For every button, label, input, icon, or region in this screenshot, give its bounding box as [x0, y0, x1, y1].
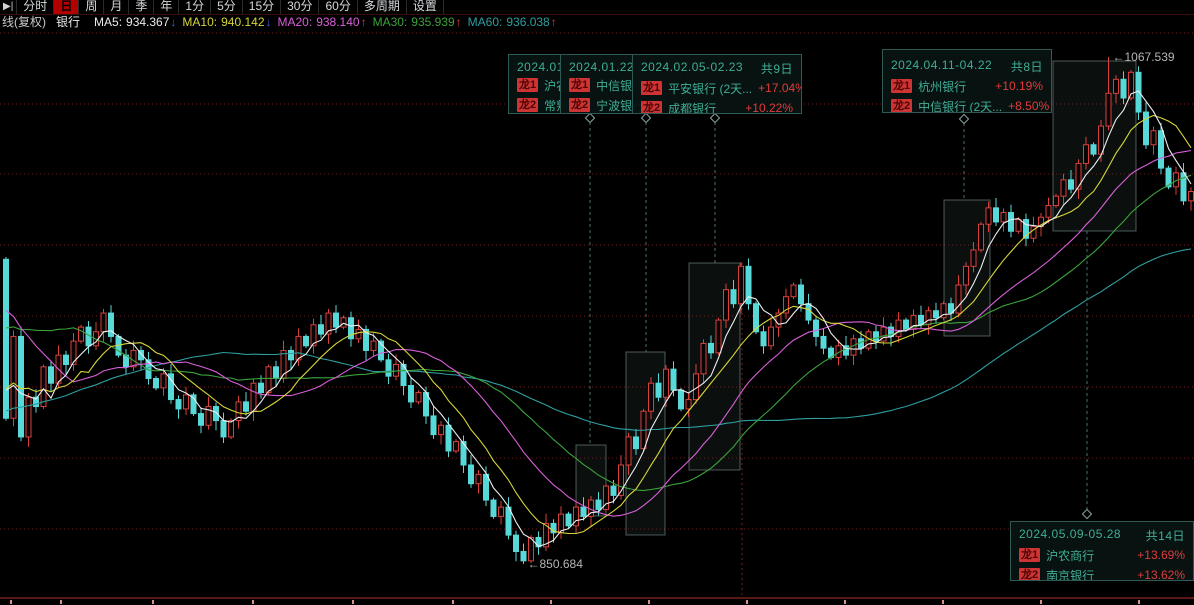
ma5-line	[5, 90, 1192, 548]
leader1-badge: 龙1	[641, 81, 663, 95]
symbol-name: 银行	[56, 15, 81, 29]
time-axis	[0, 597, 1194, 604]
leader2-badge: 龙2	[891, 99, 913, 112]
tab-60min[interactable]: 60分	[319, 0, 358, 14]
tab-intraday[interactable]: 分时	[17, 0, 55, 14]
tab-15min[interactable]: 15分	[243, 0, 282, 14]
ma10-line	[5, 114, 1192, 535]
price-extreme-labels: ←1067.539 ←850.684	[528, 50, 1175, 571]
callout-feb: 2024.02.05-02.23 共9日 龙1 平安银行 (2天... +17.04%…	[632, 54, 802, 114]
ma60-line	[5, 248, 1192, 431]
leader1-badge: 龙1	[517, 78, 539, 92]
high-price-label: ←1067.539	[1113, 50, 1175, 64]
anchor-diamond-icon	[1081, 508, 1093, 520]
callout-date-range: 2024.04.11-04.22	[891, 58, 993, 72]
ma30-readout: MA30: 935.939	[372, 15, 455, 29]
anchor-diamond-icon	[958, 113, 970, 125]
callout-date-range: 2024.01.22-0	[569, 60, 646, 74]
tab-monthly[interactable]: 月	[104, 0, 130, 14]
collapse-panel-icon[interactable]: ▶|	[0, 0, 18, 14]
leader2-name: 南京银行	[1046, 568, 1095, 581]
ma10-readout: MA10: 940.142	[182, 15, 265, 29]
leader2-change: +8.50%	[1008, 99, 1050, 113]
tab-5min[interactable]: 5分	[211, 0, 243, 14]
callout-anchor-lines	[584, 112, 1093, 597]
callout-may: 2024.05.09-05.28 共14日 龙1 沪农商行 +13.69% 龙2 南京银…	[1010, 521, 1194, 581]
tab-weekly[interactable]: 周	[79, 0, 105, 14]
tab-settings[interactable]: 设置	[407, 0, 444, 14]
callout-apr: 2024.04.11-04.22 共8日 龙1 杭州银行 +10.19% 龙2 中信银行…	[882, 49, 1052, 113]
callout-day-count: 共8日	[1010, 60, 1043, 74]
leader1-name: 平安银行 (2天...	[668, 81, 753, 96]
leader2-badge: 龙2	[1019, 568, 1041, 581]
anchor-diamond-icon	[709, 112, 721, 124]
ma20-line	[5, 149, 1192, 517]
tab-1min[interactable]: 1分	[179, 0, 212, 14]
callout-day-count: 共14日	[1145, 529, 1185, 543]
indicator-bar: 线(复权) 银行 MA5: 934.367 ↓ MA10: 940.142 ↓ MA20…	[0, 15, 1194, 30]
leader2-badge: 龙2	[641, 101, 663, 114]
leader2-change: +10.22%	[745, 101, 793, 114]
callout-date-range: 2024.05.09-05.28	[1019, 527, 1122, 541]
ma20-trend-arrow: ↑	[360, 15, 367, 29]
anchor-diamond-icon	[584, 112, 596, 124]
ma5-trend-arrow: ↓	[170, 15, 177, 29]
ma60-trend-arrow: ↑	[550, 15, 557, 29]
leader2-change: +13.62%	[1137, 568, 1185, 581]
ma60-readout: MA60: 936.038	[467, 15, 550, 29]
ma30-line	[5, 174, 1192, 492]
highlight-zone-boxes	[575, 60, 1137, 536]
tab-daily[interactable]: 日	[54, 0, 80, 14]
leader2-badge: 龙2	[517, 98, 539, 112]
leader2-badge: 龙2	[569, 98, 591, 112]
leader1-change: +13.69%	[1137, 548, 1185, 562]
series-type-label: 线(复权)	[2, 15, 46, 29]
ma30-trend-arrow: ↑	[455, 15, 462, 29]
leader1-change: +17.04%	[758, 81, 802, 95]
ma10-trend-arrow: ↓	[265, 15, 272, 29]
leader2-name: 成都银行	[668, 101, 717, 114]
leader1-badge: 龙1	[569, 78, 591, 92]
anchor-diamond-icon	[640, 112, 652, 124]
low-price-label: ←850.684	[528, 557, 584, 571]
leader1-change: +10.19%	[995, 79, 1043, 93]
ma-lines	[5, 90, 1192, 548]
leader2-name: 中信银行 (2天...	[918, 99, 1003, 113]
period-toolbar: ▶| 分时 日 周 月 季 年 1分 5分 15分 30分 60分 多周期 设置	[0, 0, 1194, 15]
ma20-readout: MA20: 938.140	[277, 15, 360, 29]
ma5-readout: MA5: 934.367	[94, 15, 170, 29]
tab-30min[interactable]: 30分	[281, 0, 320, 14]
leader1-badge: 龙1	[891, 79, 913, 93]
tab-multiperiod[interactable]: 多周期	[358, 0, 407, 14]
leader1-name: 杭州银行	[918, 79, 967, 94]
callout-day-count: 共9日	[760, 62, 793, 76]
leader1-badge: 龙1	[1019, 548, 1041, 562]
callout-date-range: 2024.02.05-02.23	[641, 60, 744, 74]
tab-quarterly[interactable]: 季	[129, 0, 155, 14]
tab-yearly[interactable]: 年	[154, 0, 180, 14]
leader1-name: 沪农商行	[1046, 548, 1095, 563]
